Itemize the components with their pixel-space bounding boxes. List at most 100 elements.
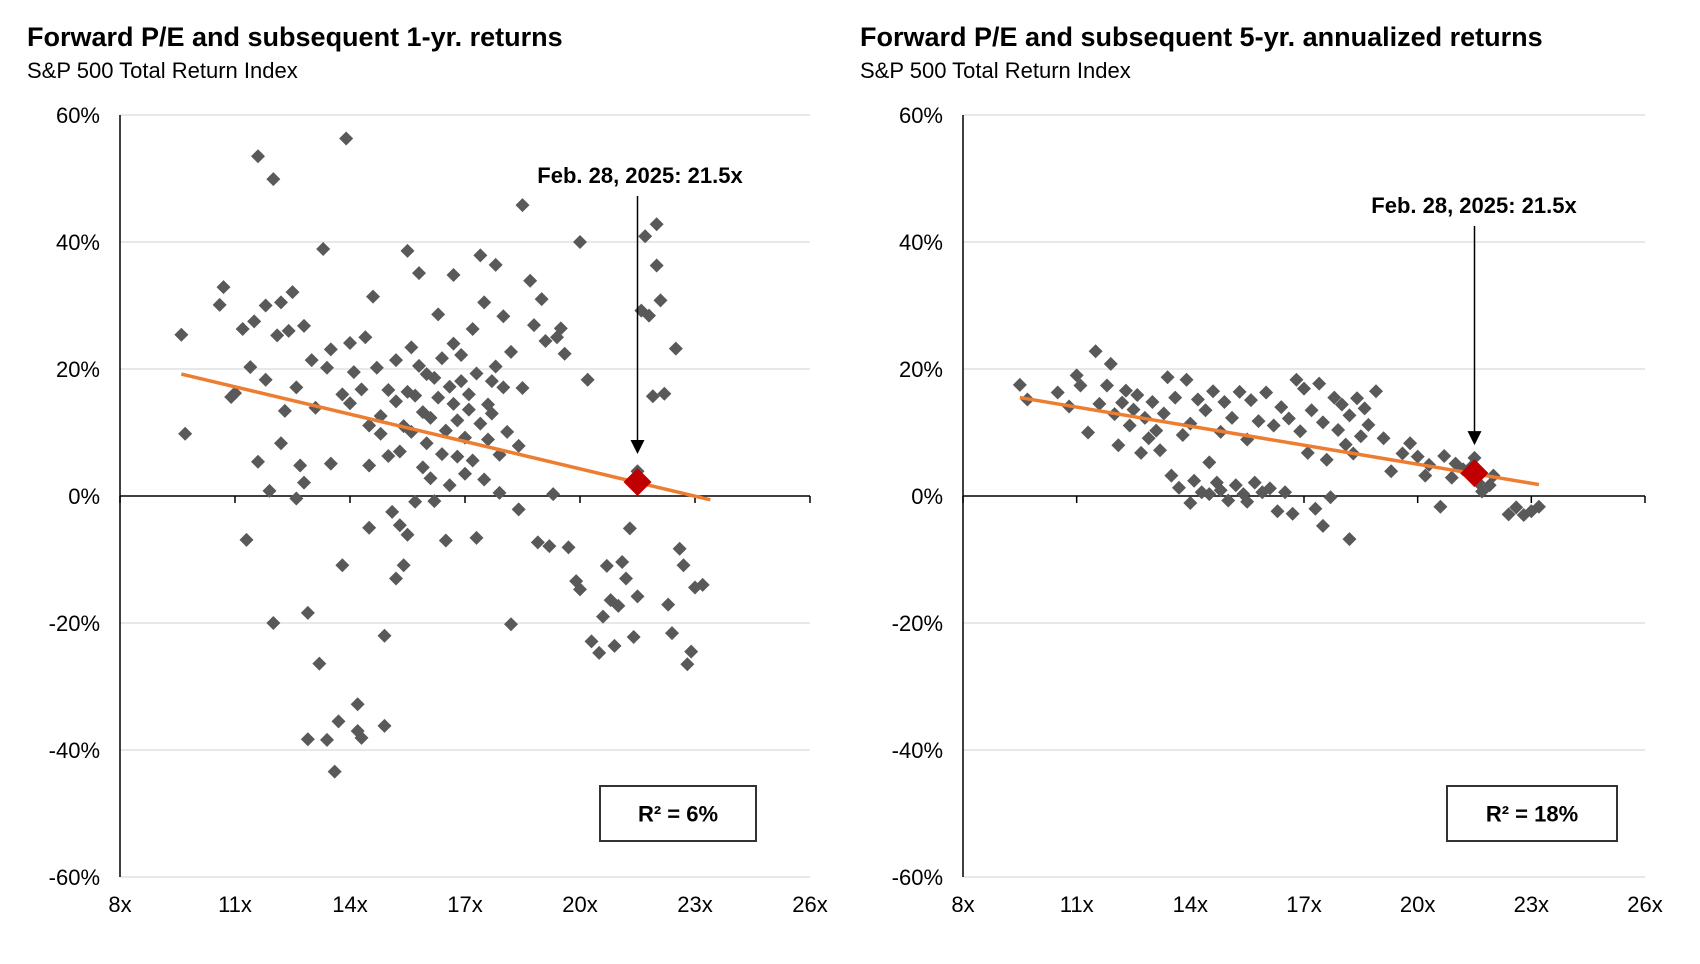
data-point bbox=[446, 336, 461, 351]
highlight-point bbox=[1460, 459, 1489, 488]
data-point bbox=[465, 321, 480, 336]
data-point bbox=[1293, 424, 1308, 439]
data-point bbox=[216, 280, 231, 295]
chart-title: Forward P/E and subsequent 1-yr. returns bbox=[27, 22, 563, 52]
data-point bbox=[649, 258, 664, 273]
data-point bbox=[289, 380, 304, 395]
data-point bbox=[1433, 499, 1448, 514]
data-point bbox=[1202, 487, 1217, 502]
data-point bbox=[270, 328, 285, 343]
data-point bbox=[1319, 452, 1334, 467]
data-point bbox=[1171, 480, 1186, 495]
x-tick-label: 20x bbox=[1400, 892, 1435, 917]
y-tick-label: -60% bbox=[892, 865, 943, 890]
data-point bbox=[1327, 390, 1342, 405]
data-point bbox=[684, 644, 699, 659]
data-point bbox=[1232, 384, 1247, 399]
data-point bbox=[504, 617, 518, 632]
data-point bbox=[235, 321, 250, 336]
data-point bbox=[557, 346, 572, 361]
data-point bbox=[392, 518, 407, 533]
data-point bbox=[461, 387, 476, 402]
data-point bbox=[331, 714, 346, 729]
data-point bbox=[1334, 397, 1349, 412]
data-point bbox=[473, 416, 488, 431]
x-tick-label: 20x bbox=[562, 892, 597, 917]
data-point bbox=[239, 532, 254, 547]
data-point bbox=[412, 266, 426, 281]
data-point bbox=[1050, 385, 1065, 400]
data-point bbox=[354, 730, 369, 745]
data-point bbox=[1308, 501, 1323, 516]
data-point bbox=[297, 475, 311, 490]
data-point bbox=[1236, 487, 1251, 502]
data-point bbox=[661, 597, 676, 612]
data-point bbox=[1175, 428, 1190, 443]
data-point bbox=[1103, 356, 1118, 371]
data-point bbox=[1270, 504, 1285, 519]
data-point bbox=[404, 340, 419, 355]
data-point bbox=[626, 629, 641, 644]
data-point bbox=[316, 241, 331, 256]
data-point bbox=[258, 298, 273, 313]
data-point bbox=[1099, 378, 1114, 393]
data-point bbox=[212, 297, 227, 312]
data-point bbox=[297, 318, 311, 333]
data-point bbox=[657, 386, 672, 401]
data-point bbox=[289, 491, 304, 506]
data-point bbox=[262, 483, 277, 498]
data-point bbox=[366, 289, 380, 304]
data-point bbox=[423, 471, 438, 486]
data-point bbox=[515, 198, 530, 213]
data-point bbox=[1403, 436, 1418, 451]
data-point bbox=[293, 458, 308, 473]
data-point bbox=[369, 360, 384, 375]
data-point bbox=[251, 149, 265, 164]
data-point bbox=[423, 410, 438, 425]
data-point bbox=[511, 438, 526, 453]
data-point bbox=[454, 348, 469, 363]
annotation-arrow-head bbox=[630, 440, 645, 455]
data-point bbox=[1221, 493, 1236, 508]
data-point bbox=[1134, 445, 1149, 460]
data-point bbox=[1304, 403, 1319, 418]
data-point bbox=[1259, 385, 1274, 400]
data-point bbox=[1209, 475, 1224, 490]
x-tick-label: 8x bbox=[951, 892, 974, 917]
data-point bbox=[178, 426, 193, 441]
y-tick-label: 60% bbox=[56, 103, 100, 128]
data-point bbox=[1331, 422, 1346, 437]
data-point bbox=[504, 344, 518, 359]
data-point bbox=[1531, 499, 1546, 514]
data-point bbox=[323, 456, 338, 471]
data-point bbox=[1338, 437, 1353, 452]
r2-box bbox=[599, 785, 757, 842]
data-point bbox=[1240, 494, 1255, 509]
data-point bbox=[1141, 431, 1156, 446]
data-point bbox=[469, 366, 484, 381]
data-point bbox=[385, 504, 400, 519]
data-point bbox=[645, 389, 660, 404]
data-point bbox=[335, 558, 350, 573]
data-point bbox=[458, 466, 472, 481]
data-point bbox=[1395, 446, 1410, 461]
x-tick-label: 14x bbox=[1173, 892, 1208, 917]
annotation-label: Feb. 28, 2025: 21.5x bbox=[537, 163, 743, 188]
data-point bbox=[1315, 415, 1330, 430]
data-point bbox=[619, 571, 633, 586]
data-point bbox=[538, 334, 553, 349]
data-point bbox=[1418, 468, 1433, 483]
data-point bbox=[596, 609, 610, 624]
y-tick-label: 0% bbox=[911, 484, 943, 509]
data-point bbox=[400, 243, 415, 258]
data-point bbox=[274, 436, 288, 451]
data-point bbox=[649, 217, 664, 232]
data-point bbox=[580, 372, 595, 387]
data-point bbox=[1130, 388, 1145, 403]
data-point bbox=[546, 487, 561, 502]
data-point bbox=[373, 426, 388, 441]
data-point bbox=[1153, 443, 1168, 458]
chart-subtitle: S&P 500 Total Return Index bbox=[860, 58, 1131, 83]
data-point bbox=[1190, 392, 1205, 407]
data-point bbox=[1368, 384, 1383, 399]
